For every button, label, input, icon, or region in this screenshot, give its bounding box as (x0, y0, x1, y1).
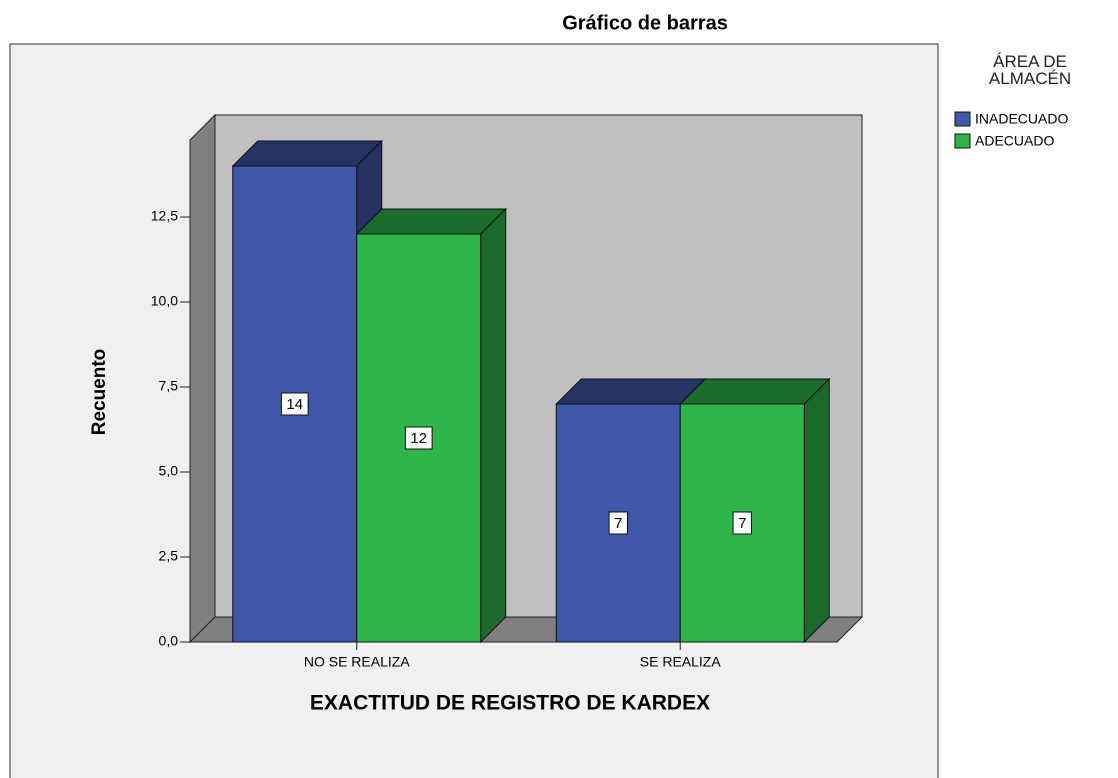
left-wall (189, 113, 216, 644)
data-label-box (280, 392, 309, 416)
data-label: 12 (410, 430, 427, 447)
bar-top (231, 140, 383, 167)
y-tick-label: 0,0 (159, 633, 179, 649)
bar-top (555, 378, 707, 405)
data-label-box (608, 511, 628, 535)
data-label: 7 (738, 515, 746, 532)
y-tick-label: 7,5 (159, 378, 179, 394)
data-label: 14 (286, 396, 303, 413)
legend-label: ADECUADO (975, 133, 1054, 149)
data-label-box (732, 511, 752, 535)
y-tick-label: 12,5 (151, 208, 178, 224)
bar-side (480, 207, 507, 644)
chart-title: Gráfico de barras (562, 12, 728, 34)
y-tick-label: 2,5 (159, 548, 179, 564)
x-tick-label: NO SE REALIZA (304, 654, 410, 670)
bar-top (679, 378, 831, 405)
legend-title: ÁREA DE ALMACÉN (988, 52, 1072, 88)
legend-swatch (954, 133, 971, 149)
x-tick-label: SE REALIZA (640, 654, 722, 670)
data-label: 7 (614, 515, 622, 532)
bar-side (803, 377, 830, 644)
legend-label: INADECUADO (975, 111, 1068, 127)
y-axis-label: Recuento (89, 349, 110, 436)
y-tick-label: 10,0 (151, 293, 178, 309)
data-label-box (404, 426, 433, 450)
bar-top (355, 208, 507, 235)
legend-swatch (954, 111, 971, 127)
x-axis-label: EXACTITUD DE REGISTRO DE KARDEX (310, 692, 710, 715)
y-tick-label: 5,0 (159, 463, 179, 479)
